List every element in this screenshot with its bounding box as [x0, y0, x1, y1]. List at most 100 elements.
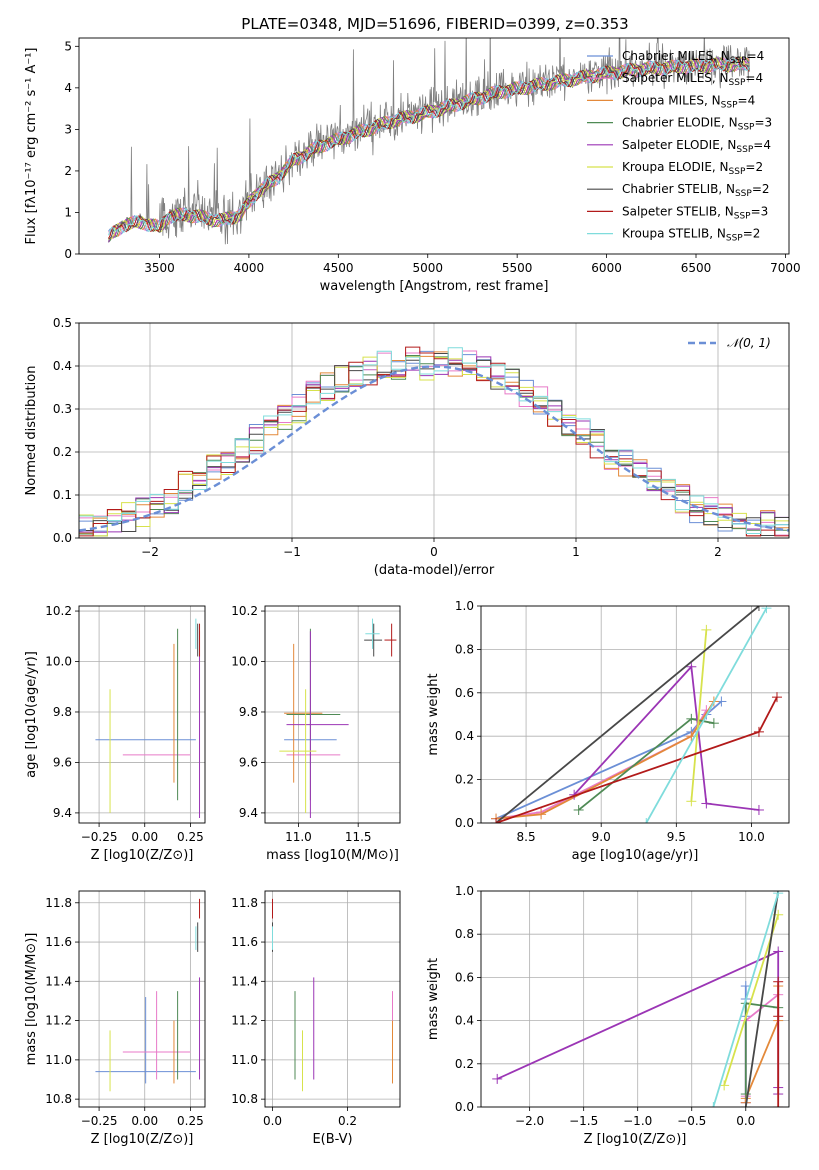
y-tick-label: 0.2 [455, 1057, 474, 1071]
y-axis-label: Normed distribution [24, 366, 39, 496]
x-tick-label: −0.25 [81, 1114, 118, 1128]
y-tick-label: 10.8 [231, 1092, 258, 1106]
model-line-kroupa-stelib [108, 57, 750, 236]
axes-massweight-vs-age: 8.5 9.0 9.5 10.0 0.0 0.2 0.4 0.6 0.8 1.0 age [log1… [426, 599, 790, 863]
x-tick-label: 0.00 [131, 1114, 158, 1128]
model-line-salpeter-stelib [108, 57, 750, 239]
axes-residuals: −2 −1 0 1 2 0.0 0.1 0.2 0.3 0.4 0.5 (data-model)/er… [24, 316, 790, 578]
y-tick-label: 9.4 [53, 806, 72, 820]
legend-entry: Salpeter ELODIE, NSSP=4 [622, 138, 771, 155]
y-tick-label: 11.8 [231, 896, 258, 910]
x-tick-label: −1 [283, 545, 301, 559]
y-tick-label: 0.8 [455, 642, 474, 656]
histogram-salpeter-stelib [79, 346, 789, 538]
y-axis-label: age [log10(age/yr)] [24, 651, 39, 778]
x-tick-label: 6500 [681, 261, 712, 275]
y-tick-label: 9.8 [239, 705, 258, 719]
axes-age-vs-Z: −0.25 0.00 0.25 9.4 9.6 9.8 10.0 10.2 Z [log10(Z… [24, 604, 206, 863]
axes-frame [264, 605, 401, 824]
x-tick-label: 5500 [502, 261, 533, 275]
y-tick-label: 0.1 [53, 488, 72, 502]
x-tick-label: 0.00 [131, 830, 158, 844]
plots-layer: 3500 4000 4500 5000 5500 6000 6500 7000 0 1 2 3 4 5 wa… [24, 37, 801, 1147]
x-tick-label: 6000 [591, 261, 622, 275]
x-tick-label: −1.5 [569, 1114, 598, 1128]
y-tick-label: 0.4 [455, 1014, 474, 1028]
y-tick-label: 1.0 [455, 884, 474, 898]
x-axis-label: Z [log10(Z/Z⊙)] [584, 1132, 687, 1147]
normal-curve [79, 365, 789, 532]
y-tick-label: 11.2 [45, 1014, 72, 1028]
y-tick-label: 0.4 [455, 729, 474, 743]
y-tick-label: 11.6 [45, 935, 72, 949]
axes-frame [78, 322, 790, 539]
y-tick-label: 11.4 [231, 974, 258, 988]
y-tick-label: 3 [64, 122, 72, 136]
y-tick-label: 0.2 [455, 773, 474, 787]
y-axis-label: mass weight [426, 958, 441, 1040]
x-tick-label: 10.0 [738, 830, 765, 844]
x-tick-label: −0.5 [677, 1114, 706, 1128]
x-axis-label: Z [log10(Z/Z⊙)] [91, 1132, 194, 1147]
x-tick-label: 9.0 [592, 830, 611, 844]
x-axis-label: E(B-V) [312, 1132, 352, 1147]
x-tick-label: 2 [714, 545, 722, 559]
y-tick-label: 4 [64, 81, 72, 95]
axes-frame [78, 890, 206, 1108]
y-tick-label: 0.6 [455, 686, 474, 700]
y-tick-label: 0 [64, 247, 72, 261]
x-axis-label: (data-model)/error [374, 563, 495, 578]
plot-area [272, 898, 393, 1092]
y-tick-label: 10.8 [45, 1092, 72, 1106]
y-tick-label: 9.8 [53, 705, 72, 719]
plot-area [79, 346, 789, 538]
x-tick-label: 1 [572, 545, 580, 559]
plot-area [95, 618, 201, 818]
plot-area [279, 618, 397, 818]
y-tick-label: 0.0 [455, 1100, 474, 1114]
legend-entry: Chabrier STELIB, NSSP=2 [622, 182, 770, 199]
legend: Chabrier MILES, NSSP=4 Salpeter MILES, NS… [587, 49, 772, 244]
x-tick-label: −0.25 [81, 830, 118, 844]
y-tick-label: 9.6 [239, 755, 258, 769]
legend-entry: 𝒩(0, 1) [727, 336, 771, 350]
x-tick-label: 0 [430, 545, 438, 559]
y-tick-label: 11.4 [45, 974, 72, 988]
model-line-kroupa-elodie [108, 56, 750, 241]
x-tick-label: 0.25 [177, 830, 204, 844]
axes-frame [480, 890, 790, 1108]
axes-frame [78, 605, 206, 824]
y-tick-label: 10.0 [45, 655, 72, 669]
histogram-kroupa-elodie [79, 356, 789, 538]
ssp-line [712, 892, 780, 1107]
x-tick-label: 9.5 [667, 830, 686, 844]
x-tick-label: 0.0 [736, 1114, 755, 1128]
ssp-line [495, 700, 715, 820]
y-tick-label: 11.0 [45, 1053, 72, 1067]
ssp-line [690, 629, 708, 802]
axes-age-vs-mass: 11.0 11.5 9.4 9.6 9.8 10.0 10.2 mass [log10(M/M… [231, 604, 401, 863]
y-tick-label: 10.2 [231, 604, 258, 618]
plot-area [108, 38, 750, 245]
x-tick-label: 5000 [412, 261, 443, 275]
y-tick-label: 0.3 [53, 402, 72, 416]
plot-area [491, 606, 782, 823]
x-tick-label: −2 [141, 545, 159, 559]
x-axis-label: mass [log10(M/M⊙)] [266, 848, 399, 863]
y-tick-label: 0.2 [53, 445, 72, 459]
y-axis-label: Flux [fλ10⁻¹⁷ erg cm⁻² s⁻¹ A⁻¹] [24, 48, 39, 245]
model-line-salpeter-elodie [108, 56, 750, 243]
x-tick-label: −2.0 [515, 1114, 544, 1128]
plot-area [492, 891, 784, 1107]
y-tick-label: 0.5 [53, 316, 72, 330]
plot-area [95, 898, 201, 1092]
axes-frame [480, 605, 790, 824]
legend-entry: Salpeter MILES, NSSP=4 [622, 71, 763, 88]
x-tick-label: 11.0 [285, 830, 312, 844]
histogram-kroupa-stelib [79, 347, 789, 538]
axes-mass-vs-ebv: 0.0 0.2 10.8 11.0 11.2 11.4 11.6 11.8 E(B-V) [231, 890, 401, 1147]
legend-entry: Salpeter STELIB, NSSP=3 [622, 204, 768, 221]
y-tick-label: 0.0 [53, 531, 72, 545]
x-axis-label: wavelength [Angstrom, rest frame] [320, 279, 549, 294]
